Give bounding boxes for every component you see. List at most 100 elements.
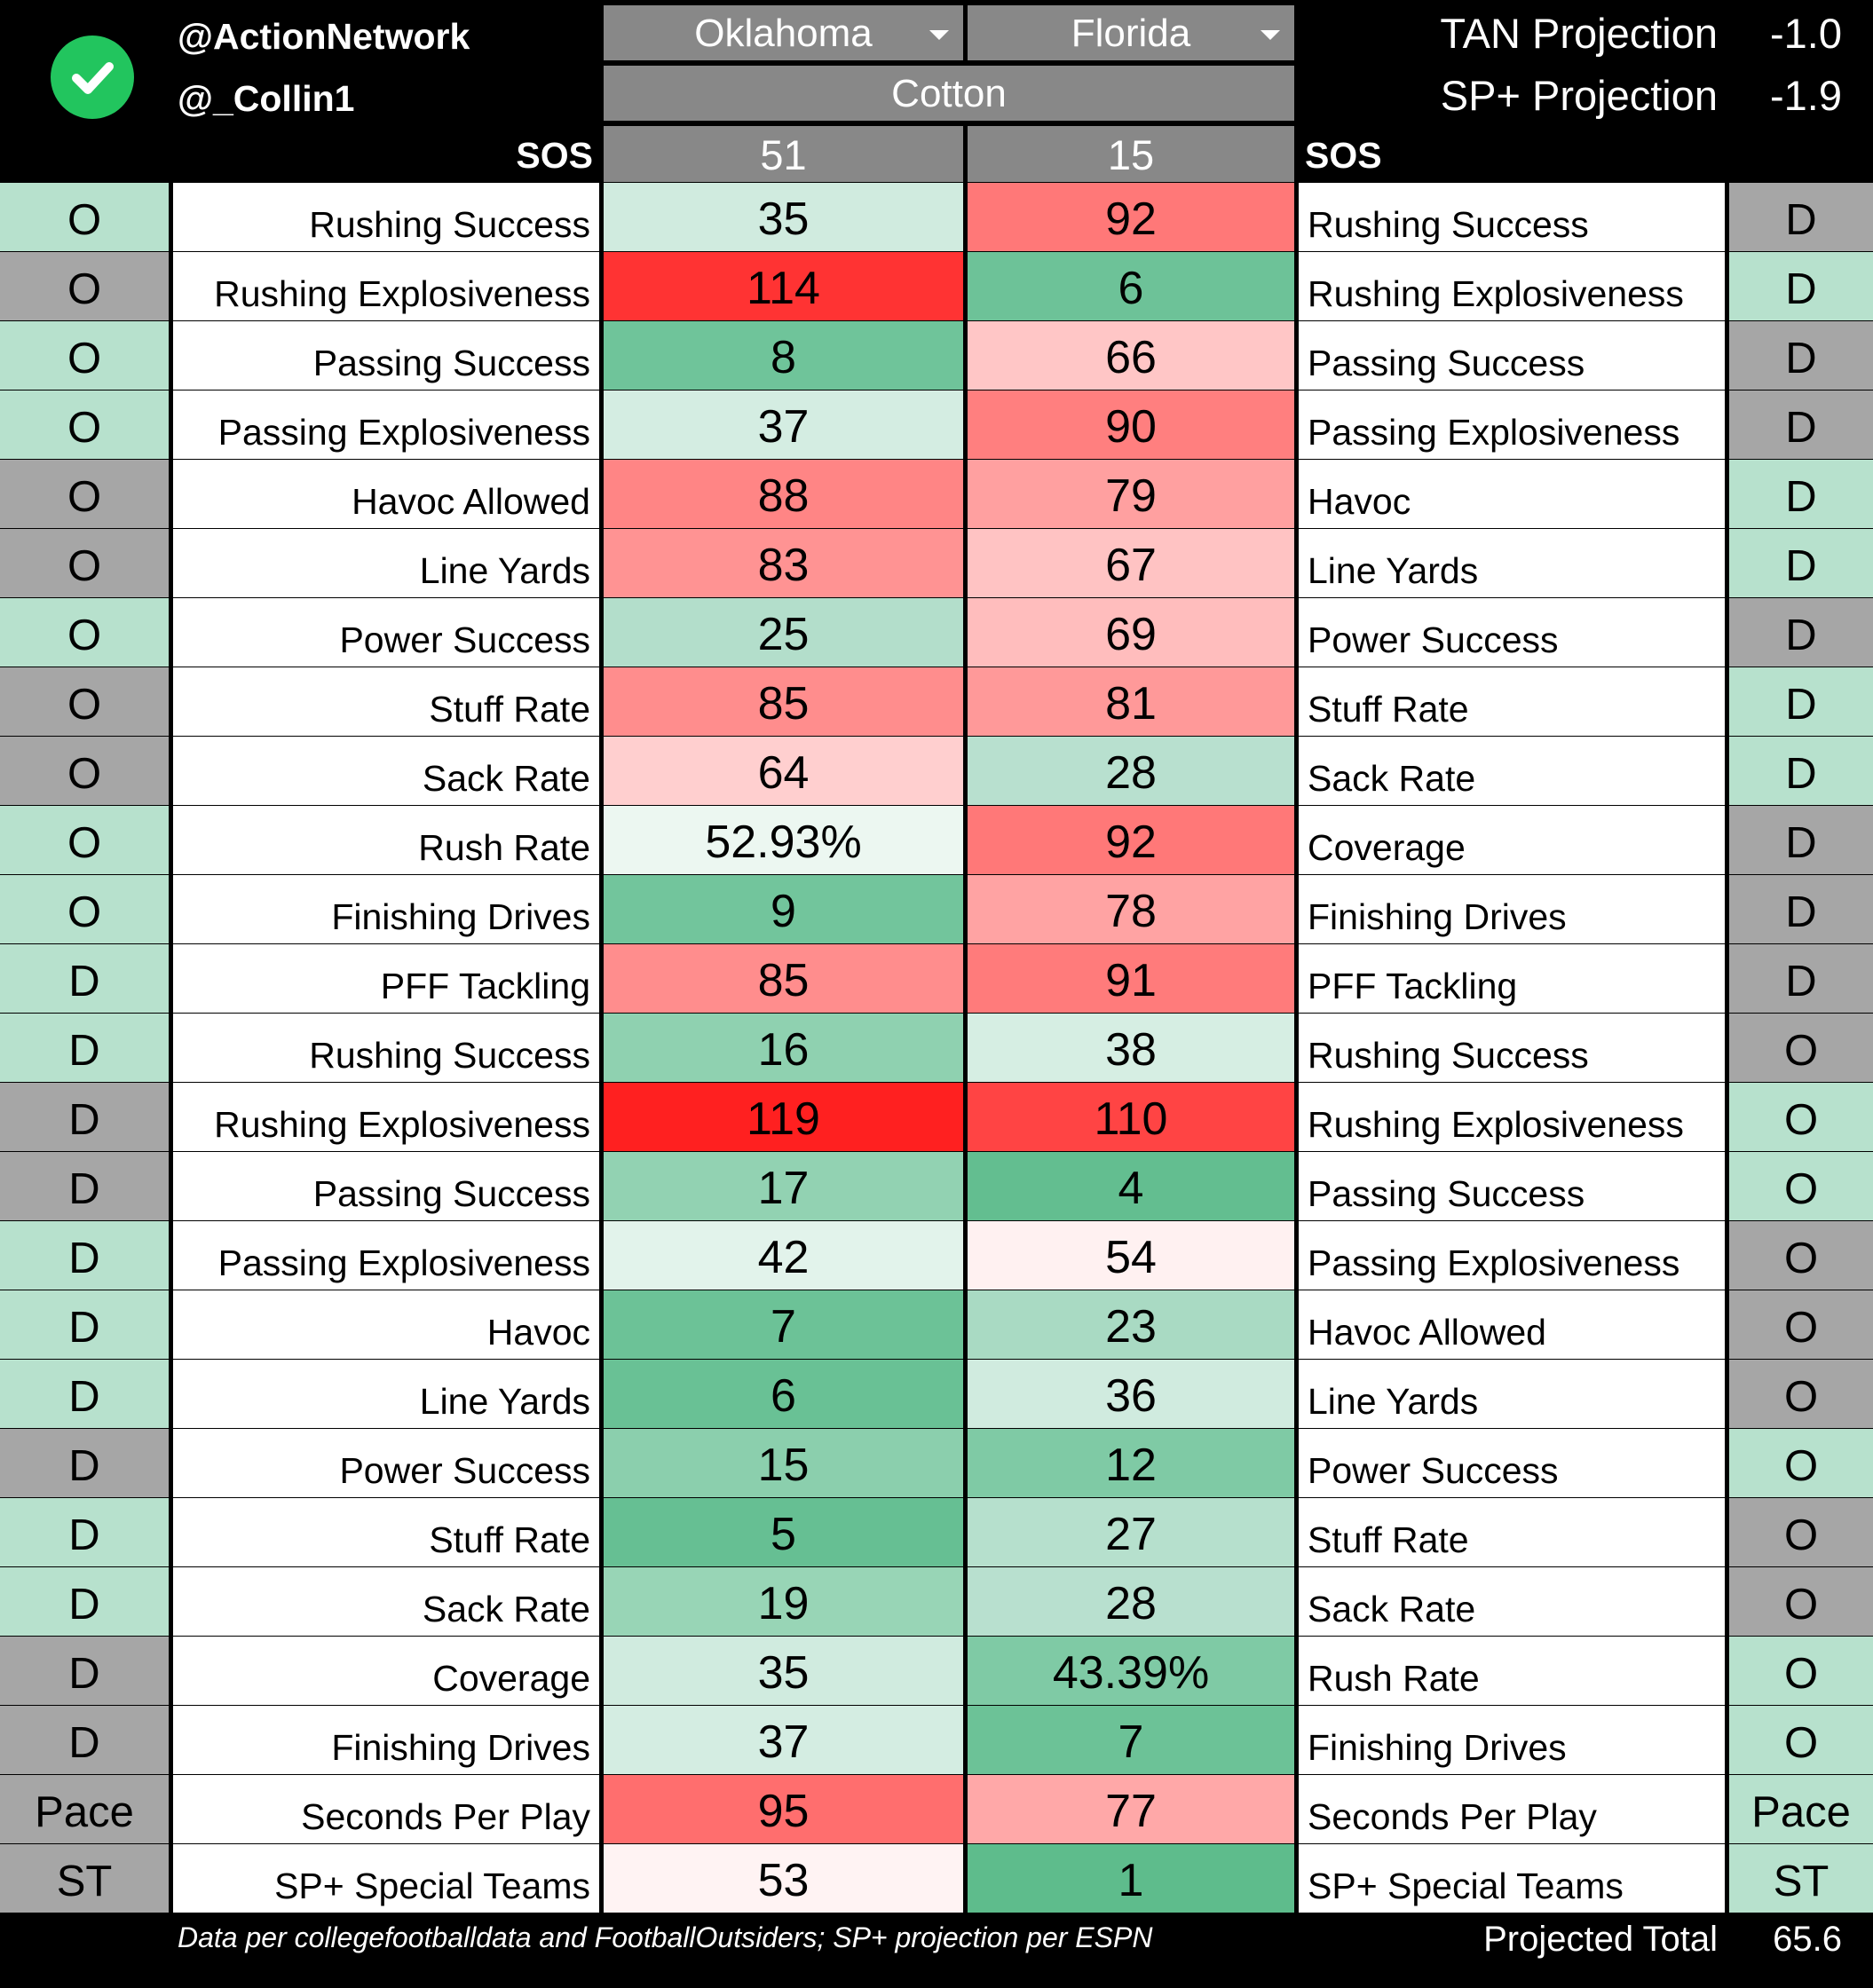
row-side-left: O [0, 460, 169, 528]
row-side-right: O [1729, 1498, 1873, 1566]
row-label-right: Finishing Drives [1299, 1706, 1725, 1774]
row-label-left: PFF Tackling [173, 944, 599, 1013]
sp-projection-label: SP+ Projection [1440, 72, 1718, 119]
team-select-left[interactable]: Oklahoma [604, 5, 963, 60]
row-label-left: Havoc [173, 1290, 599, 1359]
row-value-left: 8 [604, 321, 963, 390]
table-row: O Rushing Success 35 92 Rushing Success D [0, 183, 1873, 252]
row-side-left: O [0, 667, 169, 736]
row-value-left: 15 [604, 1429, 963, 1497]
row-label-right: Rushing Success [1299, 1014, 1725, 1082]
header: @ActionNetwork @_Collin1 Oklahoma Florid… [0, 0, 1873, 182]
row-side-left: O [0, 529, 169, 597]
row-side-left: O [0, 390, 169, 459]
row-side-left: D [0, 944, 169, 1013]
row-side-right: D [1729, 321, 1873, 390]
row-value-right: 90 [968, 390, 1294, 459]
row-label-left: Rush Rate [173, 806, 599, 874]
row-side-right: O [1729, 1360, 1873, 1428]
row-value-right: 12 [968, 1429, 1294, 1497]
row-side-left: D [0, 1290, 169, 1359]
row-value-left: 42 [604, 1221, 963, 1290]
table-row: O Rush Rate 52.93% 92 Coverage D [0, 806, 1873, 875]
table-row: D Passing Success 17 4 Passing Success O [0, 1152, 1873, 1221]
row-label-left: Power Success [173, 1429, 599, 1497]
row-side-right: O [1729, 1706, 1873, 1774]
row-label-right: Passing Success [1299, 321, 1725, 390]
table-row: O Rushing Explosiveness 114 6 Rushing Explos… [0, 252, 1873, 321]
table-row: O Finishing Drives 9 78 Finishing Drives D [0, 875, 1873, 944]
row-label-right: Line Yards [1299, 1360, 1725, 1428]
row-label-right: Rushing Explosiveness [1299, 252, 1725, 320]
team-select-left-value: Oklahoma [694, 12, 873, 55]
table-row: D Line Yards 6 36 Line Yards O [0, 1360, 1873, 1429]
row-value-left: 53 [604, 1844, 963, 1913]
row-side-left: D [0, 1152, 169, 1220]
projected-total-label: Projected Total [1483, 1920, 1718, 1959]
row-label-left: Finishing Drives [173, 875, 599, 943]
row-value-right: 92 [968, 806, 1294, 874]
tan-projection-label: TAN Projection [1440, 10, 1718, 57]
table-row: D Rushing Success 16 38 Rushing Success O [0, 1014, 1873, 1083]
team-select-right[interactable]: Florida [968, 5, 1294, 60]
row-side-left: D [0, 1083, 169, 1151]
row-side-right: O [1729, 1637, 1873, 1705]
row-value-right: 92 [968, 183, 1294, 251]
table-row: D Power Success 15 12 Power Success O [0, 1429, 1873, 1498]
row-side-left: D [0, 1637, 169, 1705]
row-label-left: Seconds Per Play [173, 1775, 599, 1843]
row-label-left: Havoc Allowed [173, 460, 599, 528]
handle-collin[interactable]: @_Collin1 [178, 78, 355, 119]
row-value-right: 28 [968, 1567, 1294, 1636]
chevron-down-icon [1261, 30, 1280, 40]
row-value-right: 110 [968, 1083, 1294, 1151]
row-label-right: Power Success [1299, 598, 1725, 667]
row-label-left: Rushing Explosiveness [173, 252, 599, 320]
table-row: D Stuff Rate 5 27 Stuff Rate O [0, 1498, 1873, 1567]
row-value-right: 78 [968, 875, 1294, 943]
team-select-right-value: Florida [1071, 12, 1191, 55]
row-side-right: D [1729, 667, 1873, 736]
row-value-right: 7 [968, 1706, 1294, 1774]
row-side-right: O [1729, 1221, 1873, 1290]
row-side-right: D [1729, 598, 1873, 667]
row-side-left: D [0, 1429, 169, 1497]
table-row: O Power Success 25 69 Power Success D [0, 598, 1873, 667]
row-value-right: 28 [968, 737, 1294, 805]
bowl-name: Cotton [604, 66, 1294, 121]
row-side-right: D [1729, 529, 1873, 597]
row-label-right: Rushing Success [1299, 183, 1725, 251]
row-side-left: O [0, 875, 169, 943]
row-label-right: Line Yards [1299, 529, 1725, 597]
row-label-right: Rush Rate [1299, 1637, 1725, 1705]
row-value-left: 64 [604, 737, 963, 805]
row-side-left: O [0, 321, 169, 390]
row-value-right: 36 [968, 1360, 1294, 1428]
row-value-left: 52.93% [604, 806, 963, 874]
row-side-right: D [1729, 252, 1873, 320]
row-side-right: ST [1729, 1844, 1873, 1913]
row-value-left: 37 [604, 1706, 963, 1774]
handle-action-network[interactable]: @ActionNetwork [178, 16, 470, 57]
row-label-left: Stuff Rate [173, 1498, 599, 1566]
row-label-right: Passing Explosiveness [1299, 1221, 1725, 1290]
row-side-right: D [1729, 460, 1873, 528]
row-label-left: Rushing Success [173, 1014, 599, 1082]
sp-projection-value: -1.9 [1770, 72, 1842, 119]
row-side-right: O [1729, 1290, 1873, 1359]
row-value-left: 37 [604, 390, 963, 459]
table-row: D Rushing Explosiveness 119 110 Rushing Expl… [0, 1083, 1873, 1152]
row-side-right: O [1729, 1429, 1873, 1497]
row-label-right: Power Success [1299, 1429, 1725, 1497]
row-side-left: D [0, 1498, 169, 1566]
row-value-right: 43.39% [968, 1637, 1294, 1705]
row-label-right: Havoc [1299, 460, 1725, 528]
row-value-right: 81 [968, 667, 1294, 736]
row-side-left: O [0, 737, 169, 805]
row-label-left: Passing Explosiveness [173, 390, 599, 459]
row-value-right: 67 [968, 529, 1294, 597]
sos-label-right: SOS [1305, 135, 1382, 176]
row-label-left: SP+ Special Teams [173, 1844, 599, 1913]
row-side-left: D [0, 1014, 169, 1082]
projected-total-value: 65.6 [1773, 1920, 1842, 1959]
